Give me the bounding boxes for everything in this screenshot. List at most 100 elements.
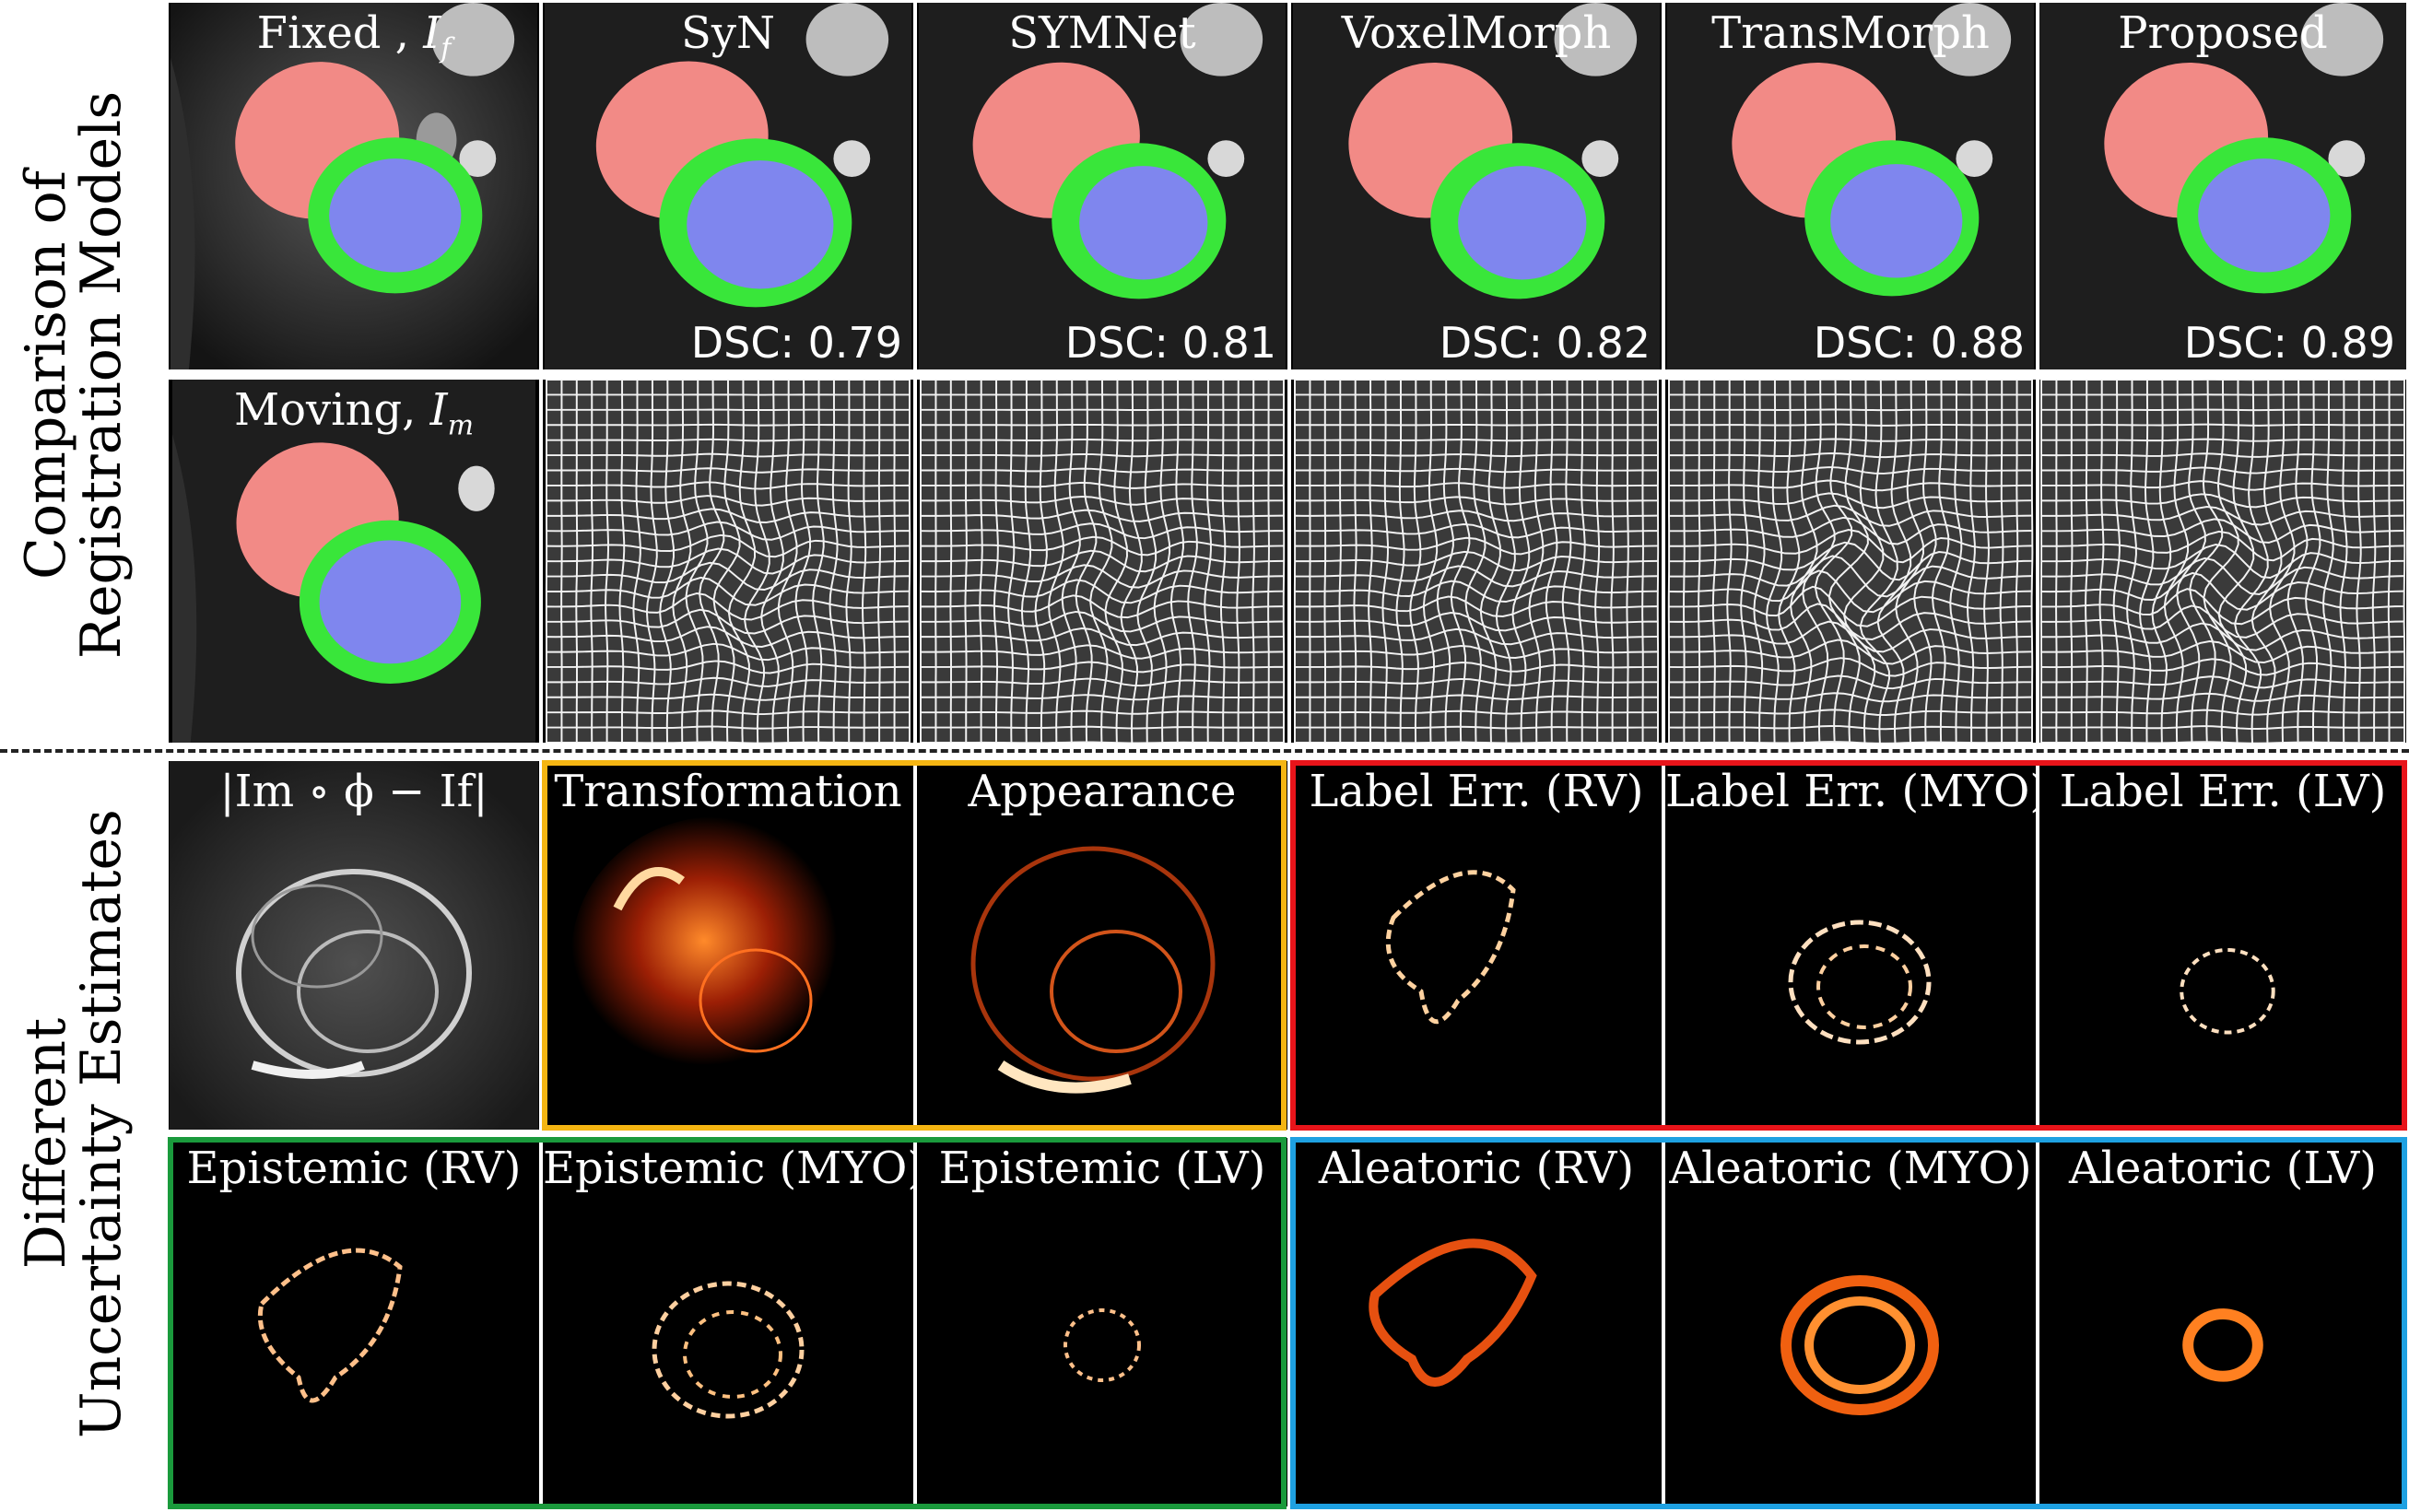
grid-horizontal-line (2040, 725, 2404, 731)
label-error-myo-title: Label Err. (MYO) (1665, 766, 2036, 817)
grid-vertical-line (1626, 380, 1629, 743)
proposed-warped-image (2039, 3, 2406, 369)
epistemic-rv-image (170, 1138, 538, 1506)
grid-horizontal-line (2041, 675, 2405, 689)
fixed-title: Fixed , If (256, 7, 452, 65)
grid-vertical-line (2371, 380, 2377, 743)
aleatoric-lv-image (2039, 1139, 2406, 1506)
epistemic-myo-panel: Epistemic (MYO) (543, 1138, 913, 1506)
symnet-warped-panel: SYMNet DSC: 0.81 (917, 3, 1287, 369)
symnet-grid-image (919, 380, 1286, 743)
grid-vertical-line (1236, 380, 1240, 743)
transmorph-warped-panel: TransMorph DSC: 0.88 (1665, 3, 2036, 369)
row-label-registration-line1: Comparison of (14, 170, 78, 580)
grid-horizontal-line (546, 693, 910, 701)
fixed-image-panel: Fixed , If (169, 3, 539, 369)
appearance-uncertainty-panel: Appearance (917, 761, 1287, 1130)
grid-horizontal-line (546, 725, 910, 730)
grid-horizontal-line (1669, 674, 2033, 690)
epistemic-lv-panel: Epistemic (LV) (917, 1138, 1287, 1506)
grid-vertical-line (2030, 380, 2034, 743)
difference-title: |Im ∘ ϕ − If| (219, 766, 488, 817)
row-label-registration: Comparison of Registration Models (14, 80, 138, 670)
grid-vertical-line (1999, 380, 2004, 743)
symnet-deformation-grid (917, 380, 1287, 743)
transmorph-deformation-grid (1665, 380, 2036, 743)
syn-warped-panel: SyN DSC: 0.79 (543, 3, 913, 369)
transmorph-grid-image (1667, 380, 2034, 743)
aleatoric-rv-title: Aleatoric (RV) (1318, 1143, 1635, 1194)
voxelmorph-deformation-grid (1291, 380, 1662, 743)
symnet-dsc: DSC: 0.81 (1064, 318, 1276, 368)
aleatoric-myo-image (1666, 1138, 2035, 1506)
grid-horizontal-line (921, 694, 1284, 701)
difference-image-panel: |Im ∘ ϕ − If| (169, 761, 539, 1130)
epistemic-lv-title: Epistemic (LV) (938, 1143, 1266, 1194)
grid-horizontal-line (546, 741, 910, 743)
moving-image (172, 380, 535, 743)
grid-horizontal-line (1295, 677, 1659, 686)
grid-vertical-line (1610, 380, 1615, 743)
transmorph-dsc: DSC: 0.88 (1813, 318, 2025, 368)
grid-horizontal-line (546, 676, 911, 687)
proposed-dsc: DSC: 0.89 (2183, 318, 2395, 368)
grid-vertical-line (1267, 380, 1270, 743)
symnet-title: SYMNet (1008, 7, 1196, 59)
epistemic-myo-image (544, 1138, 912, 1506)
epistemic-rv-panel: Epistemic (RV) (169, 1138, 539, 1506)
proposed-deformation-grid (2039, 380, 2406, 743)
syn-title: SyN (681, 7, 775, 59)
grid-vertical-line (877, 380, 881, 743)
transformation-title: Transformation (554, 766, 902, 817)
grid-vertical-line (2387, 380, 2391, 743)
syn-warped-image (545, 3, 911, 369)
aleatoric-myo-panel: Aleatoric (MYO) (1665, 1138, 2036, 1506)
grid-vertical-line (1252, 380, 1255, 743)
fixed-image (170, 3, 537, 369)
voxelmorph-dsc: DSC: 0.82 (1439, 318, 1651, 368)
label-error-rv-panel: Label Err. (RV) (1291, 761, 1662, 1130)
grid-horizontal-line (2041, 741, 2404, 743)
grid-vertical-line (2015, 380, 2019, 743)
row-label-registration-line2: Registration Models (69, 90, 134, 660)
grid-vertical-line (893, 380, 897, 743)
transformation-uncertainty-panel: Transformation (543, 761, 913, 1130)
grid-horizontal-line (2041, 692, 2404, 702)
moving-title: Moving, Im (233, 384, 475, 442)
voxelmorph-grid-image (1293, 380, 1660, 743)
transformation-uncertainty-image (544, 761, 912, 1130)
epistemic-myo-title: Epistemic (MYO) (543, 1143, 913, 1194)
voxelmorph-title: VoxelMorph (1341, 7, 1612, 59)
row-label-uncertainty-line1: Different (14, 1017, 78, 1270)
syn-deformation-grid (543, 380, 913, 743)
row-label-uncertainty: Different Uncertainty Estimates (14, 809, 138, 1438)
aleatoric-lv-panel: Aleatoric (LV) (2039, 1138, 2406, 1506)
grid-horizontal-line (1669, 741, 2032, 743)
grid-horizontal-line (2041, 709, 2405, 716)
aleatoric-lv-title: Aleatoric (LV) (2069, 1143, 2377, 1194)
proposed-warped-panel: Proposed DSC: 0.89 (2039, 3, 2406, 369)
grid-vertical-line (2403, 380, 2406, 743)
epistemic-rv-title: Epistemic (RV) (186, 1143, 522, 1194)
label-error-rv-title: Label Err. (RV) (1309, 766, 1644, 817)
label-error-lv-image (2039, 762, 2406, 1129)
syn-grid-image (545, 380, 911, 743)
transmorph-title: TransMorph (1711, 7, 1990, 59)
label-error-rv-image (1292, 761, 1661, 1130)
voxelmorph-warped-image (1293, 3, 1660, 369)
appearance-title: Appearance (968, 766, 1237, 817)
difference-image (170, 761, 538, 1130)
voxelmorph-warped-panel: VoxelMorph DSC: 0.82 (1291, 3, 1662, 369)
grid-horizontal-line (1668, 724, 2032, 731)
grid-vertical-line (2356, 380, 2362, 743)
grid-horizontal-line (1668, 692, 2033, 703)
label-error-lv-panel: Label Err. (LV) (2039, 761, 2406, 1130)
grid-vertical-line (861, 380, 867, 743)
grid-horizontal-line (1295, 725, 1658, 730)
transmorph-warped-image (1667, 3, 2034, 369)
grid-horizontal-line (921, 677, 1285, 687)
aleatoric-rv-panel: Aleatoric (RV) (1291, 1138, 1662, 1506)
epistemic-lv-image (918, 1138, 1287, 1506)
grid-vertical-line (1641, 380, 1644, 743)
syn-dsc: DSC: 0.79 (690, 318, 902, 368)
